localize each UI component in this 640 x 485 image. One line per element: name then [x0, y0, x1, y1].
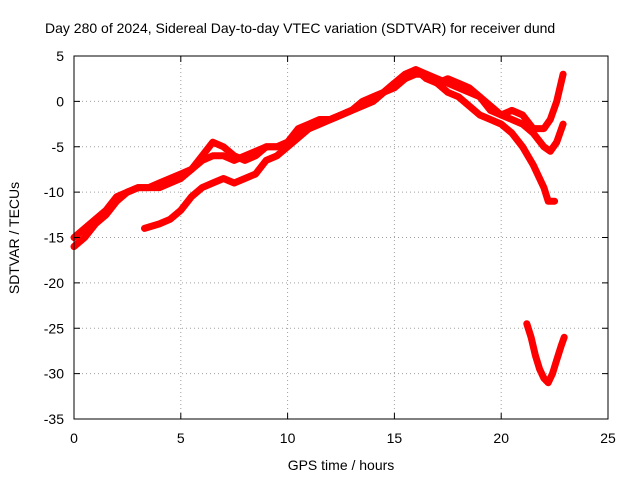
x-tick-label: 0 [70, 430, 78, 446]
y-tick-label: -15 [44, 230, 64, 246]
x-tick-label: 10 [280, 430, 296, 446]
x-tick-label: 25 [600, 430, 616, 446]
grid-layer [74, 56, 608, 419]
series-line-4 [523, 320, 568, 387]
y-tick-label: -30 [44, 366, 64, 382]
chart-title: Day 280 of 2024, Sidereal Day-to-day VTE… [45, 20, 555, 36]
y-tick-label: -35 [44, 411, 64, 427]
x-axis-label: GPS time / hours [288, 457, 395, 473]
series-line-3 [141, 66, 559, 232]
y-tick-label: -20 [44, 275, 64, 291]
tick-layer: 0 5 10 15 20 25 5 0 -5 -10 -15 -20 -25 -30 -35 [44, 48, 616, 446]
x-tick-label: 5 [177, 430, 185, 446]
y-axis-label: SDTVAR / TECUs [6, 182, 22, 294]
x-tick-label: 15 [387, 430, 403, 446]
series-line-1 [70, 70, 567, 241]
x-tick-label: 20 [493, 430, 509, 446]
series-line-2 [70, 66, 567, 251]
y-tick-label: -25 [44, 320, 64, 336]
y-tick-label: 0 [56, 93, 64, 109]
y-tick-label: -5 [52, 139, 65, 155]
y-tick-label: 5 [56, 48, 64, 64]
series-layer [70, 66, 568, 387]
y-tick-label: -10 [44, 184, 64, 200]
